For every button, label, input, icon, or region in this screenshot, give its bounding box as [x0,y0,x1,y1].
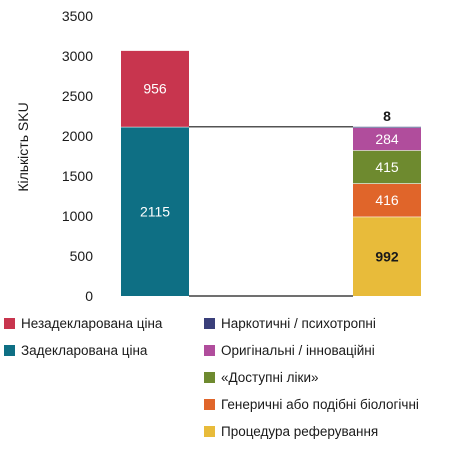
data-label: 8 [383,108,391,124]
data-label: 992 [375,248,399,264]
data-label: 2115 [140,203,170,219]
bar-segment [353,127,421,151]
y-tick-label: 3500 [62,8,93,24]
connector-lines [189,126,353,297]
y-axis: 0 500 1000 1500 2000 2500 3000 3500 [62,8,93,304]
y-tick-label: 0 [85,288,93,304]
data-label: 416 [375,192,399,208]
data-label: 415 [375,159,399,175]
y-tick-label: 2000 [62,128,93,144]
data-label: 284 [375,131,399,147]
bar-segment [121,50,189,127]
y-tick-label: 2500 [62,88,93,104]
bar-segment [353,183,421,217]
y-tick-label: 3000 [62,48,93,64]
bar-segment [353,150,421,184]
y-axis-label: Кількість SKU [15,102,31,191]
data-label: 956 [143,81,167,97]
bar-segment [353,216,421,296]
bar-segment [121,126,189,296]
bar-segment [353,126,421,128]
y-tick-label: 1000 [62,208,93,224]
y-tick-label: 1500 [62,168,93,184]
bar-labels: 2115 956 992 416 415 284 8 [140,81,399,265]
bars [121,49,421,296]
y-tick-label: 500 [70,248,94,264]
